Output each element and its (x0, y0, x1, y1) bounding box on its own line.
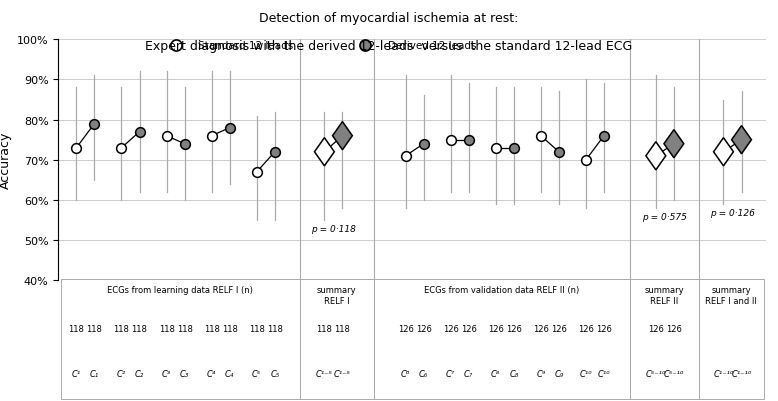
Text: C²: C² (117, 369, 126, 378)
Text: C₉: C₉ (554, 369, 563, 378)
Text: C₈: C₈ (509, 369, 518, 378)
Polygon shape (731, 126, 752, 154)
Text: 118: 118 (249, 324, 265, 333)
Text: Expert diagnosis with the derived 12-leads  versus  the standard 12-lead ECG: Expert diagnosis with the derived 12-lea… (145, 40, 633, 53)
Text: summary
RELF I: summary RELF I (317, 286, 356, 305)
Text: 126: 126 (415, 324, 432, 333)
Text: C¹⁻⁵: C¹⁻⁵ (334, 369, 351, 378)
Polygon shape (314, 138, 335, 166)
Text: p = 0·118: p = 0·118 (311, 225, 356, 233)
Text: C¹⁻⁵: C¹⁻⁵ (316, 369, 333, 378)
Text: C⁸: C⁸ (491, 369, 500, 378)
Text: 126: 126 (443, 324, 458, 333)
Text: 118: 118 (177, 324, 192, 333)
Polygon shape (332, 122, 352, 150)
Text: 118: 118 (204, 324, 219, 333)
Text: C¹⁻¹⁰: C¹⁻¹⁰ (713, 369, 734, 378)
Text: 118: 118 (335, 324, 350, 333)
Bar (61, 279, 300, 399)
Text: summary
RELF I and II: summary RELF I and II (706, 286, 757, 305)
Text: 126: 126 (398, 324, 414, 333)
Text: C¹: C¹ (72, 369, 81, 378)
Text: C⁹: C⁹ (536, 369, 545, 378)
Text: C¹⁻¹⁰: C¹⁻¹⁰ (731, 369, 752, 378)
Text: summary
RELF II: summary RELF II (644, 286, 684, 305)
Text: 118: 118 (68, 324, 84, 333)
Text: 118: 118 (131, 324, 148, 333)
Text: 126: 126 (533, 324, 548, 333)
Text: C⁴: C⁴ (207, 369, 216, 378)
Text: Detection of myocardial ischemia at rest:: Detection of myocardial ischemia at rest… (259, 12, 519, 25)
Text: Derived 12 leads: Derived 12 leads (387, 41, 476, 51)
Text: Standard 12 leads: Standard 12 leads (198, 41, 293, 51)
Text: C₂: C₂ (135, 369, 144, 378)
Bar (630, 279, 699, 399)
Text: C₇: C₇ (464, 369, 473, 378)
Text: C⁵⁻¹⁰: C⁵⁻¹⁰ (664, 369, 684, 378)
Text: 126: 126 (596, 324, 612, 333)
Text: 126: 126 (578, 324, 594, 333)
Text: C¹⁰: C¹⁰ (598, 369, 610, 378)
Text: 126: 126 (506, 324, 522, 333)
Text: ECGs from learning data RELF I (n): ECGs from learning data RELF I (n) (107, 286, 253, 294)
Text: C⁵: C⁵ (252, 369, 261, 378)
Text: C₁: C₁ (89, 369, 99, 378)
Text: C⁵⁻¹⁰: C⁵⁻¹⁰ (646, 369, 666, 378)
Text: C⁶: C⁶ (401, 369, 410, 378)
Text: p = 0·575: p = 0·575 (643, 213, 687, 221)
Text: 126: 126 (461, 324, 477, 333)
Text: C₄: C₄ (225, 369, 234, 378)
Text: C₅: C₅ (270, 369, 279, 378)
Text: 126: 126 (551, 324, 567, 333)
Polygon shape (664, 130, 684, 158)
Text: ECGs from validation data RELF II (n): ECGs from validation data RELF II (n) (424, 286, 580, 294)
Text: C⁷: C⁷ (446, 369, 455, 378)
Y-axis label: Accuracy: Accuracy (0, 132, 12, 189)
Bar (374, 279, 630, 399)
Polygon shape (646, 142, 666, 170)
Text: 118: 118 (222, 324, 237, 333)
Bar (699, 279, 764, 399)
Text: 126: 126 (666, 324, 682, 333)
Text: p = 0·126: p = 0·126 (710, 209, 755, 217)
Text: C₆: C₆ (419, 369, 428, 378)
Text: 126: 126 (648, 324, 664, 333)
Bar (300, 279, 374, 399)
Text: 118: 118 (114, 324, 129, 333)
Text: 118: 118 (267, 324, 282, 333)
Text: C¹⁰: C¹⁰ (580, 369, 592, 378)
Text: 126: 126 (488, 324, 503, 333)
Polygon shape (713, 138, 734, 166)
Text: 118: 118 (159, 324, 174, 333)
Text: C₃: C₃ (180, 369, 189, 378)
Text: 118: 118 (86, 324, 103, 333)
Text: C³: C³ (162, 369, 171, 378)
Text: 118: 118 (317, 324, 332, 333)
